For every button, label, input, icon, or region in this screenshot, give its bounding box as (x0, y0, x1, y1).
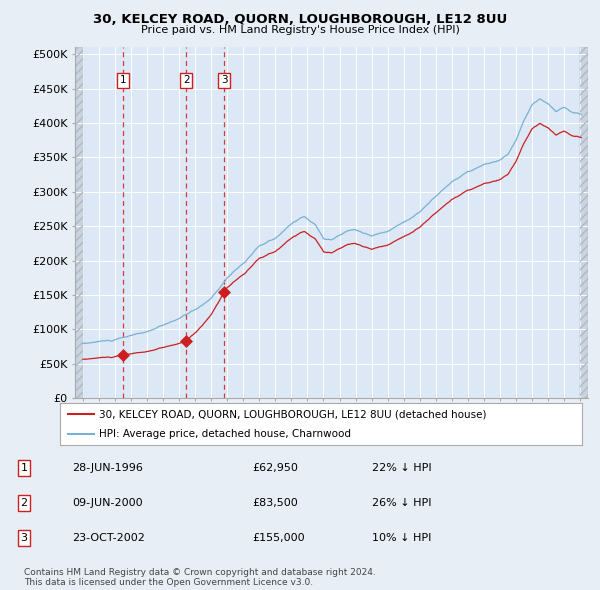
Text: 3: 3 (20, 533, 28, 543)
Bar (75, 47, 83, 398)
Text: 09-JUN-2000: 09-JUN-2000 (72, 498, 143, 508)
Text: 3: 3 (221, 76, 227, 85)
Text: 26% ↓ HPI: 26% ↓ HPI (372, 498, 431, 508)
Text: 1: 1 (20, 463, 28, 473)
Text: £155,000: £155,000 (252, 533, 305, 543)
Text: 28-JUN-1996: 28-JUN-1996 (72, 463, 143, 473)
Text: HPI: Average price, detached house, Charnwood: HPI: Average price, detached house, Char… (99, 429, 351, 439)
Text: Contains HM Land Registry data © Crown copyright and database right 2024.
This d: Contains HM Land Registry data © Crown c… (24, 568, 376, 587)
Text: 30, KELCEY ROAD, QUORN, LOUGHBOROUGH, LE12 8UU (detached house): 30, KELCEY ROAD, QUORN, LOUGHBOROUGH, LE… (99, 409, 487, 419)
Text: 30, KELCEY ROAD, QUORN, LOUGHBOROUGH, LE12 8UU: 30, KELCEY ROAD, QUORN, LOUGHBOROUGH, LE… (93, 13, 507, 26)
Text: 10% ↓ HPI: 10% ↓ HPI (372, 533, 431, 543)
Text: 22% ↓ HPI: 22% ↓ HPI (372, 463, 431, 473)
Bar (580, 47, 588, 398)
Text: 2: 2 (20, 498, 28, 508)
Text: 2: 2 (183, 76, 190, 85)
Text: 23-OCT-2002: 23-OCT-2002 (72, 533, 145, 543)
Text: £62,950: £62,950 (252, 463, 298, 473)
Text: 1: 1 (119, 76, 126, 85)
Bar (580, 47, 588, 398)
Bar (75, 47, 83, 398)
Text: £83,500: £83,500 (252, 498, 298, 508)
Text: Price paid vs. HM Land Registry's House Price Index (HPI): Price paid vs. HM Land Registry's House … (140, 25, 460, 35)
